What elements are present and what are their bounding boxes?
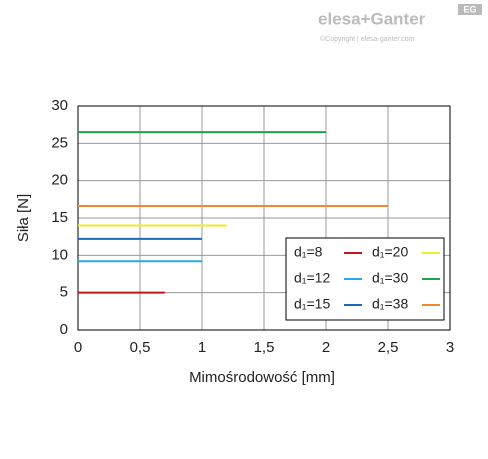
badge-box <box>458 4 482 15</box>
x-axis-label: Mimośrodowość [mm] <box>189 369 335 386</box>
y-tick-label: 30 <box>51 97 68 114</box>
x-tick-label: 3 <box>446 339 454 356</box>
legend-label: d₁=30 <box>372 270 408 286</box>
legend-label: d₁=38 <box>372 296 408 312</box>
legend-label: d₁=12 <box>294 270 330 286</box>
x-tick-label: 2 <box>322 339 330 356</box>
y-tick-label: 25 <box>51 134 68 151</box>
y-tick-label: 5 <box>60 284 68 301</box>
x-tick-label: 0 <box>74 339 82 356</box>
legend-label: d₁=15 <box>294 296 330 312</box>
y-tick-label: 0 <box>60 321 68 338</box>
y-tick-label: 15 <box>51 209 68 226</box>
legend-box <box>285 237 445 321</box>
plot-border <box>77 105 451 331</box>
copyright: ©Copyright | elesa-ganter.com <box>320 35 415 43</box>
x-tick-label: 0,5 <box>130 339 151 356</box>
x-tick-label: 2,5 <box>378 339 399 356</box>
y-tick-label: 10 <box>51 246 68 263</box>
brand-logo: elesa+Ganter <box>318 9 426 28</box>
x-tick-label: 1 <box>198 339 206 356</box>
legend-label: d₁=20 <box>372 244 408 260</box>
legend-label: d₁=8 <box>294 244 323 260</box>
y-axis-label: Siła [N] <box>15 194 32 242</box>
x-tick-label: 1,5 <box>254 339 275 356</box>
y-tick-label: 20 <box>51 172 68 189</box>
badge: EG <box>463 4 476 14</box>
